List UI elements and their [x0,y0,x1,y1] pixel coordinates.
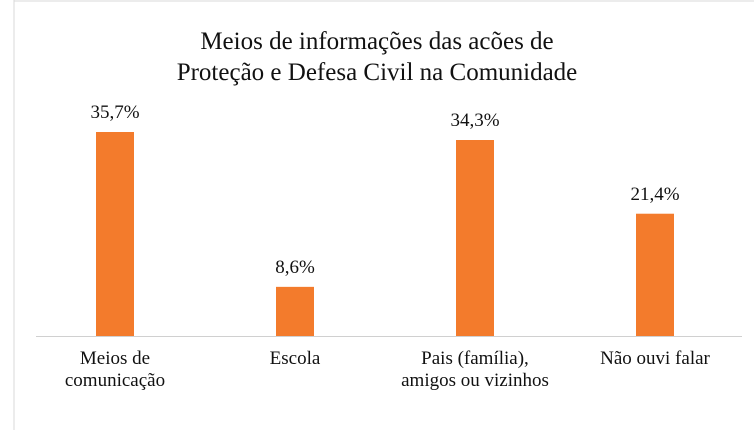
x-tick-label: Escola [269,348,321,369]
x-tick-label: Meios de comunicação [64,348,166,391]
x-tick-label: Pais (família), amigos ou vizinhos [401,348,549,391]
bar [276,286,314,336]
chart-title: Meios de informações das acões de Proteç… [176,28,578,86]
x-tick-label: Não ouvi falar [600,348,710,369]
data-label: 8,6% [275,256,315,278]
data-label: 34,3% [450,110,500,131]
data-label: 21,4% [630,183,680,205]
data-label: 35,7% [90,102,140,123]
bar [636,213,674,336]
bar [96,132,134,336]
bar [456,140,494,336]
